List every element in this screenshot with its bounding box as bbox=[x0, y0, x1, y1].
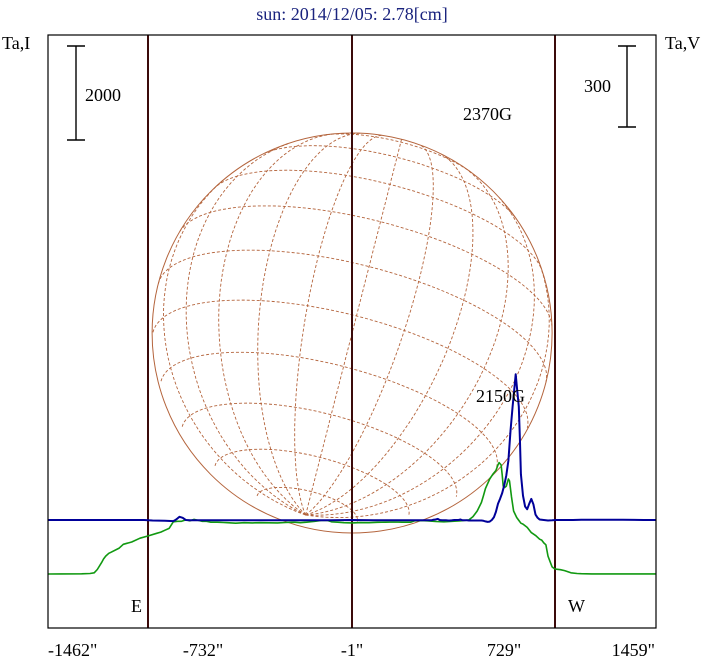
x-tick-label: -1462" bbox=[48, 640, 97, 660]
longitude-line bbox=[185, 143, 306, 516]
polarization-line bbox=[48, 373, 656, 523]
latitude-line bbox=[325, 133, 471, 172]
x-tick-label: -732" bbox=[183, 640, 223, 660]
longitude-line bbox=[294, 134, 384, 516]
latitude-line bbox=[157, 249, 548, 383]
latitude-line bbox=[214, 448, 410, 516]
longitude-line bbox=[163, 178, 306, 516]
west-limb-label: W bbox=[568, 596, 585, 616]
solar-disk-grid bbox=[151, 132, 553, 534]
plot-frame bbox=[47, 34, 657, 629]
longitude-line bbox=[305, 259, 550, 519]
right-scale-bar bbox=[618, 45, 636, 128]
longitude-line bbox=[305, 153, 474, 516]
latitude-line bbox=[181, 402, 458, 497]
left-scale-bar bbox=[67, 45, 85, 141]
x-tick-label: -1" bbox=[341, 640, 363, 660]
longitude-line bbox=[305, 144, 434, 516]
longitude-line bbox=[305, 139, 403, 516]
latitude-line bbox=[152, 299, 529, 428]
chart-title: sun: 2014/12/05: 2.78[cm] bbox=[256, 4, 448, 24]
latitude-line bbox=[264, 145, 516, 218]
x-tick-label: 729" bbox=[487, 640, 521, 660]
annotation-2370g: 2370G bbox=[463, 104, 512, 124]
x-tick-label: 1459" bbox=[612, 640, 655, 660]
longitude-line bbox=[305, 197, 535, 516]
latitude-line bbox=[179, 205, 553, 327]
annotation-2150g: 2150G bbox=[476, 386, 525, 406]
left-axis-label: Ta,I bbox=[2, 33, 30, 53]
longitude-line bbox=[257, 132, 362, 516]
latitude-line bbox=[216, 169, 542, 269]
left-scale-label: 2000 bbox=[85, 85, 121, 105]
right-axis-label: Ta,V bbox=[665, 33, 700, 53]
limb-center-markers bbox=[147, 35, 556, 628]
latitude-line bbox=[160, 351, 498, 467]
intensity-line bbox=[47, 461, 656, 575]
longitude-line bbox=[305, 169, 509, 516]
east-limb-label: E bbox=[131, 596, 142, 616]
right-scale-label: 300 bbox=[584, 76, 611, 96]
longitude-line bbox=[218, 133, 330, 516]
